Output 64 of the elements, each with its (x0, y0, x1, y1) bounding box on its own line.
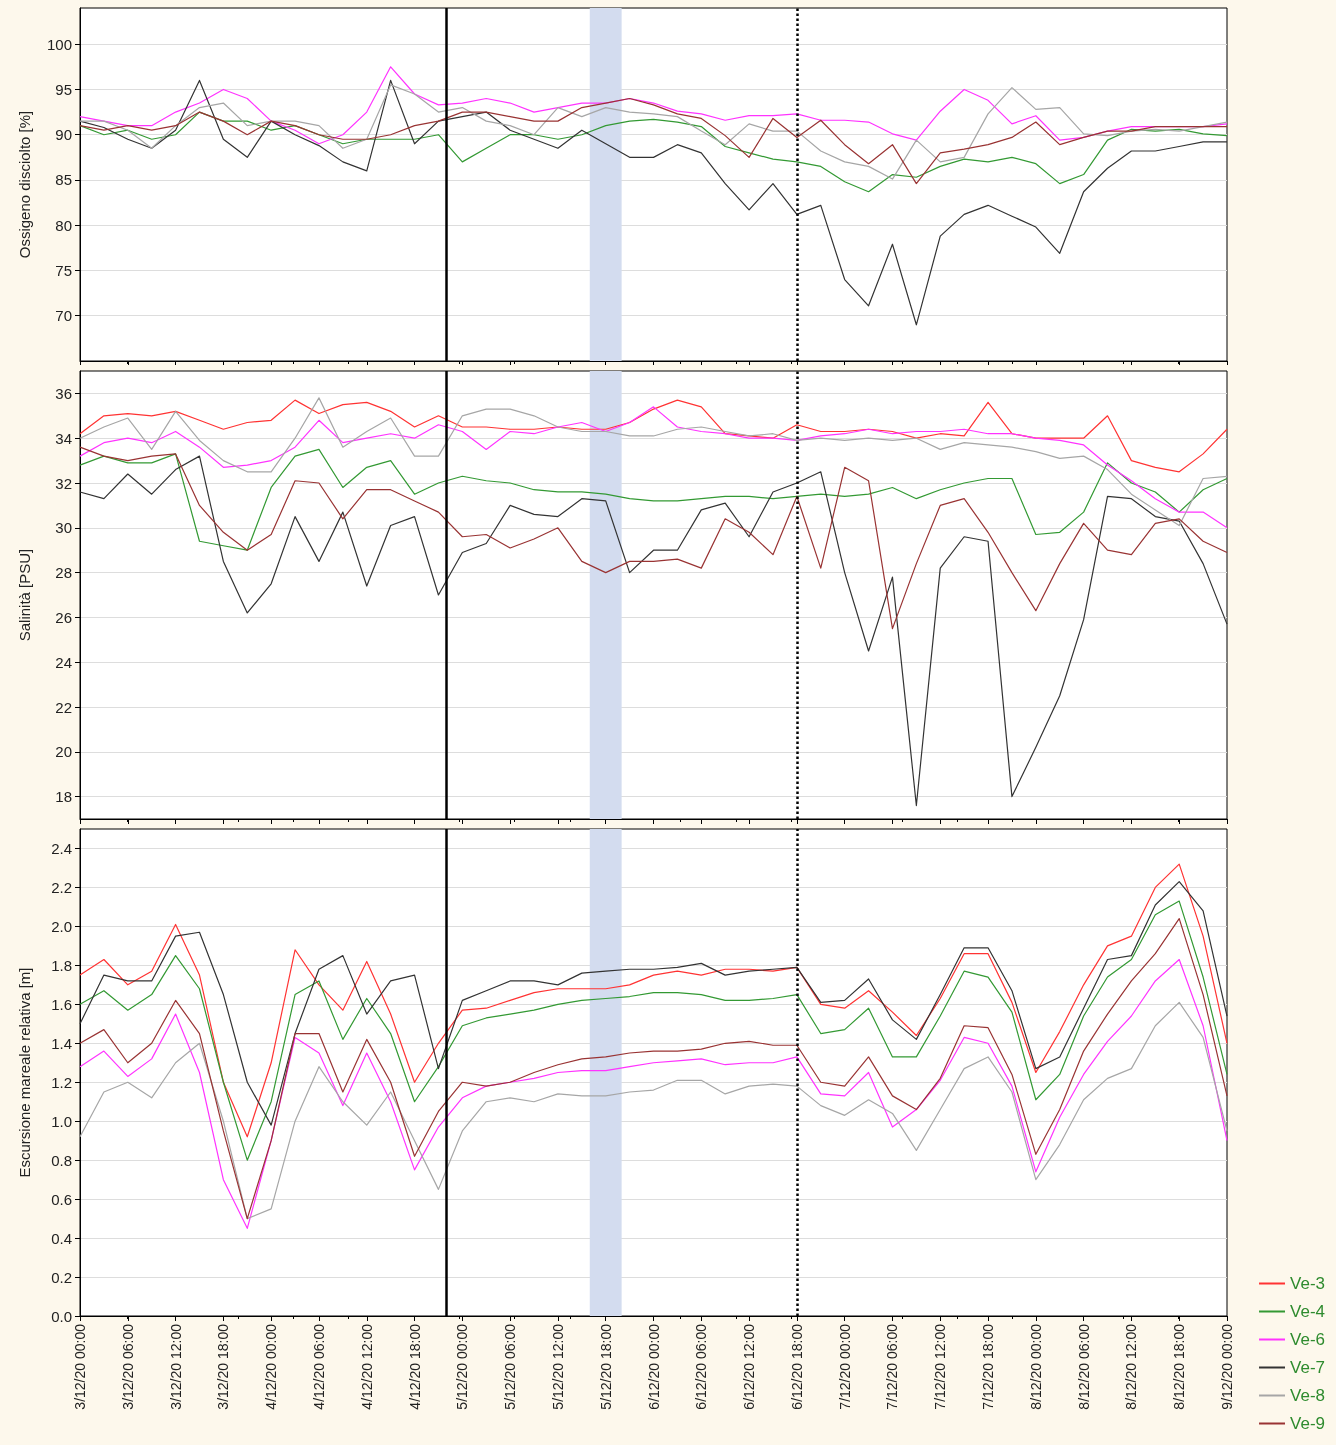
y-axis-title: Ossigeno disciolto [%] (16, 110, 33, 259)
y-tick-label: 1.8 (51, 956, 72, 974)
x-tick-label: 3/12/20 06:00 (119, 1323, 136, 1410)
x-tick-label: 6/12/20 12:00 (741, 1323, 758, 1410)
x-tick-label: 4/12/20 12:00 (358, 1323, 375, 1410)
y-tick-label: 24 (55, 653, 72, 671)
legend-label: Ve-4 (1290, 1302, 1326, 1321)
x-tick-label: 8/12/20 00:00 (1027, 1323, 1044, 1410)
y-tick-label: 26 (55, 608, 72, 626)
x-tick-label: 8/12/20 06:00 (1075, 1323, 1092, 1410)
y-tick-label: 18 (55, 788, 72, 806)
x-tick-label: 4/12/20 06:00 (310, 1323, 327, 1410)
y-tick-label: 85 (55, 171, 72, 189)
x-tick-label: 6/12/20 00:00 (645, 1323, 662, 1410)
y-tick-label: 2.2 (51, 878, 72, 896)
x-tick-label: 5/12/20 00:00 (454, 1323, 471, 1410)
legend-label: Ve-6 (1290, 1330, 1326, 1349)
x-tick-label: 3/12/20 00:00 (72, 1323, 88, 1410)
y-tick-label: 20 (55, 743, 72, 761)
y-tick-label: 34 (55, 429, 72, 447)
x-tick-label: 7/12/20 12:00 (932, 1323, 949, 1410)
legend-label: Ve-8 (1290, 1386, 1326, 1405)
y-tick-label: 1.2 (51, 1073, 72, 1091)
y-tick-label: 1.4 (51, 1034, 72, 1052)
y-tick-label: 80 (55, 216, 72, 234)
x-tick-label: 7/12/20 18:00 (980, 1323, 997, 1410)
y-tick-label: 0.8 (51, 1151, 72, 1169)
y-tick-label: 2.0 (51, 917, 72, 935)
x-tick-label: 4/12/20 00:00 (263, 1323, 280, 1410)
y-tick-label: 36 (55, 384, 72, 402)
y-tick-label: 30 (55, 519, 72, 537)
x-tick-label: 8/12/20 12:00 (1123, 1323, 1140, 1410)
x-tick-label: 5/12/20 06:00 (502, 1323, 519, 1410)
legend-label: Ve-7 (1290, 1358, 1326, 1377)
y-tick-label: 70 (55, 307, 72, 325)
x-tick-label: 6/12/20 18:00 (788, 1323, 805, 1410)
x-tick-label: 7/12/20 00:00 (836, 1323, 853, 1410)
y-tick-label: 0.0 (51, 1307, 72, 1325)
y-tick-label: 100 (46, 35, 72, 53)
y-tick-label: 1.6 (51, 995, 72, 1013)
y-tick-label: 22 (55, 698, 72, 716)
x-tick-label: 5/12/20 12:00 (549, 1323, 566, 1410)
legend-label: Ve-3 (1290, 1274, 1326, 1293)
x-tick-label: 3/12/20 12:00 (167, 1323, 184, 1410)
y-tick-label: 28 (55, 564, 72, 582)
y-tick-label: 2.4 (51, 839, 72, 857)
legend-label: Ve-9 (1290, 1414, 1326, 1433)
x-tick-label: 7/12/20 06:00 (884, 1323, 901, 1410)
y-tick-label: 0.6 (51, 1190, 72, 1208)
x-tick-label: 6/12/20 06:00 (693, 1323, 710, 1410)
y-tick-label: 1.0 (51, 1112, 72, 1130)
x-tick-label: 3/12/20 18:00 (215, 1323, 232, 1410)
y-tick-label: 0.2 (51, 1268, 72, 1286)
x-tick-label: 8/12/20 18:00 (1171, 1323, 1188, 1410)
y-axis-title: Escursione mareale relativa [m] (16, 967, 33, 1178)
y-tick-label: 0.4 (51, 1229, 72, 1247)
x-tick-label: 4/12/20 18:00 (406, 1323, 423, 1410)
y-tick-label: 95 (55, 80, 72, 98)
y-tick-label: 90 (55, 126, 72, 144)
y-tick-label: 32 (55, 474, 72, 492)
y-tick-label: 75 (55, 261, 72, 279)
x-tick-label: 9/12/20 00:00 (1219, 1323, 1235, 1410)
y-axis-title: Salinità [PSU] (16, 548, 33, 642)
x-tick-label: 5/12/20 18:00 (597, 1323, 614, 1410)
